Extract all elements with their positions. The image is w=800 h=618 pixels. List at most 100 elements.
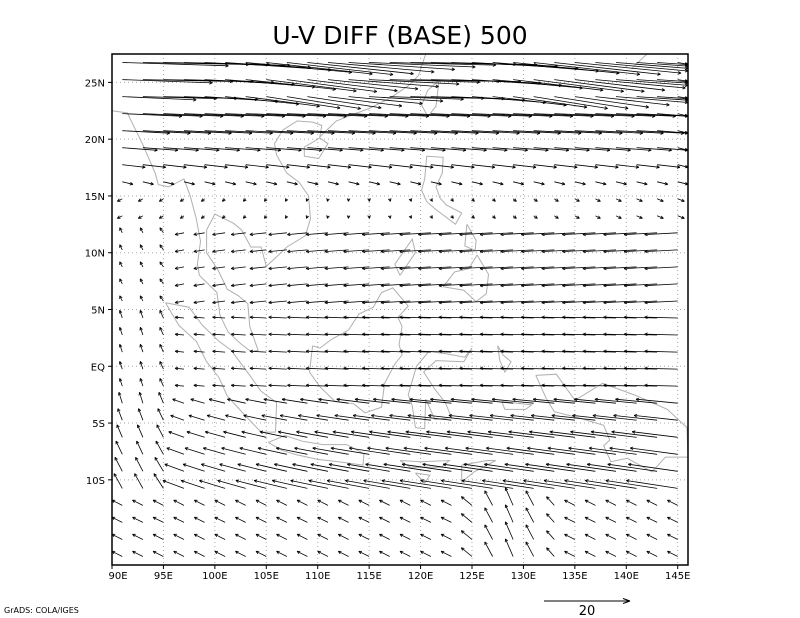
wind-vector (574, 96, 649, 109)
wind-vector (605, 499, 617, 506)
wind-vector (116, 198, 123, 202)
wind-vector (611, 430, 658, 438)
wind-vector (122, 79, 213, 85)
wind-vector (348, 181, 360, 186)
wind-vector (122, 164, 146, 169)
wind-vector (525, 507, 535, 523)
wind-vector (159, 326, 164, 336)
wind-vector (399, 300, 431, 305)
wind-vector (582, 249, 617, 254)
wind-vector (546, 513, 555, 523)
wind-vector (418, 349, 452, 354)
wind-vector (118, 327, 123, 336)
wind-vector (525, 490, 535, 506)
wind-vector (492, 164, 516, 169)
wind-vector (317, 499, 329, 506)
wind-vector (636, 181, 648, 186)
wind-vector (200, 198, 205, 202)
y-tick-label: 5N (91, 306, 105, 317)
wind-vector (362, 300, 390, 305)
y-tick-label: 10S (86, 476, 105, 487)
wind-vector (595, 96, 670, 107)
wind-vector (239, 446, 267, 455)
wind-vector (206, 414, 226, 421)
wind-vector (564, 533, 576, 540)
wind-vector (362, 315, 390, 319)
wind-vector (677, 215, 685, 220)
wind-vector (504, 538, 514, 557)
wind-vector (625, 516, 637, 523)
wind-vector (541, 266, 575, 271)
wind-vector (268, 249, 287, 254)
wind-vector (533, 62, 641, 76)
wind-vector (139, 378, 144, 387)
wind-vector (492, 130, 541, 135)
wind-vector (235, 533, 246, 540)
wind-vector (485, 446, 534, 455)
wind-vector (245, 181, 257, 186)
wind-vector (461, 479, 514, 489)
wind-vector (266, 96, 341, 110)
wind-vector (554, 164, 578, 169)
wind-vector (562, 349, 596, 354)
wind-vector (118, 392, 123, 404)
wind-vector (204, 430, 226, 438)
coastline-segment (165, 302, 278, 433)
wind-vector (541, 249, 575, 254)
wind-vector (438, 283, 473, 288)
wind-vector (317, 516, 329, 523)
wind-vector (479, 349, 514, 354)
wind-vector (500, 283, 534, 288)
wind-vector (489, 414, 534, 421)
wind-vector (595, 130, 643, 135)
wind-vector (257, 446, 287, 455)
wind-vector (420, 499, 432, 506)
wind-vector (217, 479, 246, 489)
wind-vector (362, 366, 390, 371)
wind-vector (418, 332, 452, 337)
wind-vector (615, 397, 658, 404)
wind-vector (307, 79, 398, 93)
wind-vector (268, 349, 287, 354)
wind-vector (399, 315, 431, 319)
wind-vector (525, 524, 535, 540)
wind-vector (546, 530, 555, 540)
x-tick-label: 100E (202, 571, 227, 582)
wind-vector (623, 332, 658, 337)
wind-vector (471, 79, 563, 88)
wind-vector (533, 198, 538, 202)
wind-vector (595, 181, 607, 186)
wind-vector (159, 378, 164, 387)
coastline-map (111, 53, 689, 485)
wind-vector (274, 463, 308, 472)
wind-vector (221, 215, 226, 219)
wind-vector (403, 446, 452, 455)
wind-vector (644, 283, 678, 288)
wind-vector (615, 130, 664, 135)
wind-vector (266, 79, 357, 93)
wind-vector (554, 215, 559, 219)
wind-vector (362, 283, 390, 288)
wind-vector (214, 499, 226, 506)
wind-vector (116, 424, 123, 438)
wind-vector (504, 487, 514, 506)
wind-vector (541, 349, 575, 354)
wind-vector (525, 462, 575, 472)
wind-vector (644, 332, 678, 337)
wind-vector (588, 446, 637, 455)
wind-vector (119, 244, 123, 251)
wind-vector (471, 164, 496, 169)
wind-vector (118, 378, 123, 387)
wind-vector (562, 383, 596, 388)
wind-vector (212, 383, 226, 388)
wind-vector (504, 521, 514, 540)
wind-vector (307, 181, 319, 186)
wind-vector (424, 446, 473, 455)
wind-vector (438, 249, 473, 254)
wind-vector (119, 295, 123, 302)
wind-vector (337, 533, 349, 540)
wind-vector (438, 315, 473, 319)
wind-vector (346, 198, 351, 202)
wind-vector (607, 462, 658, 472)
wind-vector (202, 447, 226, 455)
